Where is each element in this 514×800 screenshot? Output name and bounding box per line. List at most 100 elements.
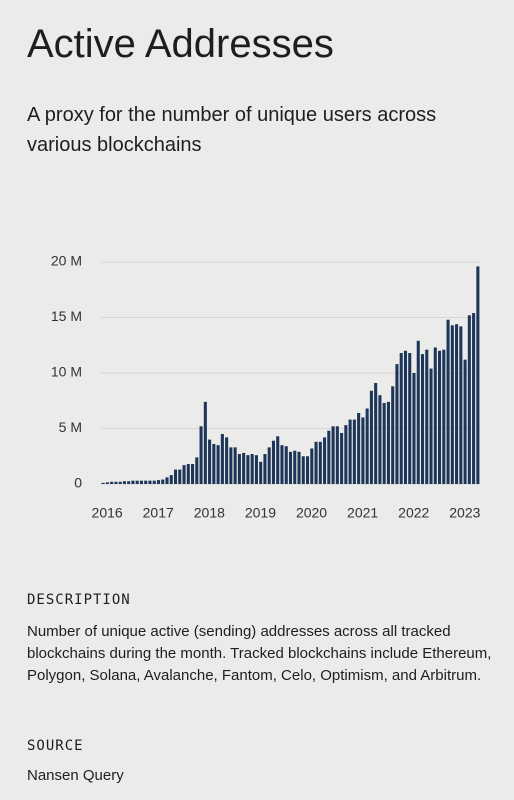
bar xyxy=(344,425,348,484)
bar xyxy=(352,419,356,484)
bar xyxy=(476,266,480,484)
bar xyxy=(361,417,365,484)
bar xyxy=(225,437,229,484)
bar xyxy=(297,451,301,484)
bar xyxy=(455,324,459,484)
bar xyxy=(408,353,412,484)
bar xyxy=(254,455,258,484)
bar xyxy=(203,401,207,484)
bar xyxy=(195,457,199,484)
bar xyxy=(403,350,408,484)
bar xyxy=(169,475,173,484)
bar xyxy=(229,447,233,484)
bar xyxy=(318,441,322,484)
bar xyxy=(306,456,310,484)
bar xyxy=(357,412,361,484)
bar xyxy=(463,359,467,484)
bar xyxy=(395,364,399,484)
bar xyxy=(467,315,471,484)
bar xyxy=(242,452,246,484)
bar xyxy=(246,455,250,484)
bar xyxy=(118,481,122,484)
bar xyxy=(127,481,131,484)
bar xyxy=(233,447,237,484)
bar xyxy=(182,465,186,484)
bar xyxy=(152,480,156,484)
bar xyxy=(114,481,118,484)
bar xyxy=(374,382,378,484)
bar xyxy=(186,464,190,484)
bar xyxy=(310,448,314,484)
x-tick-label: 2018 xyxy=(194,505,225,521)
bar xyxy=(144,480,148,484)
bar xyxy=(101,482,105,484)
bar xyxy=(391,386,395,484)
bar xyxy=(122,481,126,484)
bar xyxy=(110,481,114,484)
bar xyxy=(438,350,442,484)
bar xyxy=(105,482,109,484)
chart: 0 5 M 10 M 15 M 20 M 2016 2017 2018 2019 2020 2021… xyxy=(51,253,481,521)
x-tick-label: 2020 xyxy=(296,505,327,521)
bar xyxy=(267,447,271,484)
bar xyxy=(416,340,420,484)
y-tick-label: 20 M xyxy=(51,253,82,269)
bar xyxy=(442,349,446,484)
bar xyxy=(156,480,161,484)
bar xyxy=(199,426,203,484)
bar xyxy=(429,368,433,484)
bar xyxy=(348,419,352,484)
bar xyxy=(323,437,327,484)
bar xyxy=(284,446,288,484)
bar xyxy=(220,434,224,484)
bar xyxy=(250,454,254,484)
bar xyxy=(135,480,139,484)
bar xyxy=(327,430,331,484)
y-tick-label: 10 M xyxy=(51,364,82,380)
bar xyxy=(165,477,169,484)
bar xyxy=(301,456,305,484)
x-tick-label: 2019 xyxy=(245,505,276,521)
bar xyxy=(425,349,429,484)
bar xyxy=(340,432,344,484)
y-tick-label: 0 xyxy=(74,475,82,491)
x-tick-label: 2023 xyxy=(449,505,480,521)
bar xyxy=(459,326,463,484)
bar xyxy=(216,445,220,484)
x-tick-label: 2017 xyxy=(143,505,174,521)
y-tick-label: 5 M xyxy=(59,419,82,435)
y-tick-label: 15 M xyxy=(51,308,82,324)
bar xyxy=(280,445,284,484)
bar xyxy=(365,408,369,484)
bar xyxy=(259,461,263,484)
subtitle: A proxy for the number of unique users a… xyxy=(27,104,437,156)
bar xyxy=(263,454,267,484)
bar xyxy=(148,480,152,484)
x-tick-label: 2021 xyxy=(347,505,378,521)
bar xyxy=(446,319,450,484)
bar xyxy=(178,469,182,484)
bar xyxy=(382,402,386,484)
bar xyxy=(237,454,241,484)
bar xyxy=(412,373,416,484)
bar xyxy=(173,469,178,484)
source-text: Nansen Query xyxy=(27,767,124,784)
bar xyxy=(293,450,297,484)
bar xyxy=(288,451,293,484)
bar xyxy=(420,354,425,484)
bar xyxy=(276,436,280,484)
source-heading: SOURCE xyxy=(27,738,84,754)
bar xyxy=(314,441,318,484)
bar xyxy=(191,464,195,484)
bar xyxy=(335,426,339,484)
bar xyxy=(378,395,382,484)
bar xyxy=(208,439,212,484)
bar xyxy=(131,480,135,484)
bar xyxy=(331,426,335,484)
bar xyxy=(472,313,476,484)
description-heading: DESCRIPTION xyxy=(27,592,131,608)
bar xyxy=(433,347,437,484)
bar xyxy=(399,353,403,484)
bar xyxy=(161,479,165,484)
